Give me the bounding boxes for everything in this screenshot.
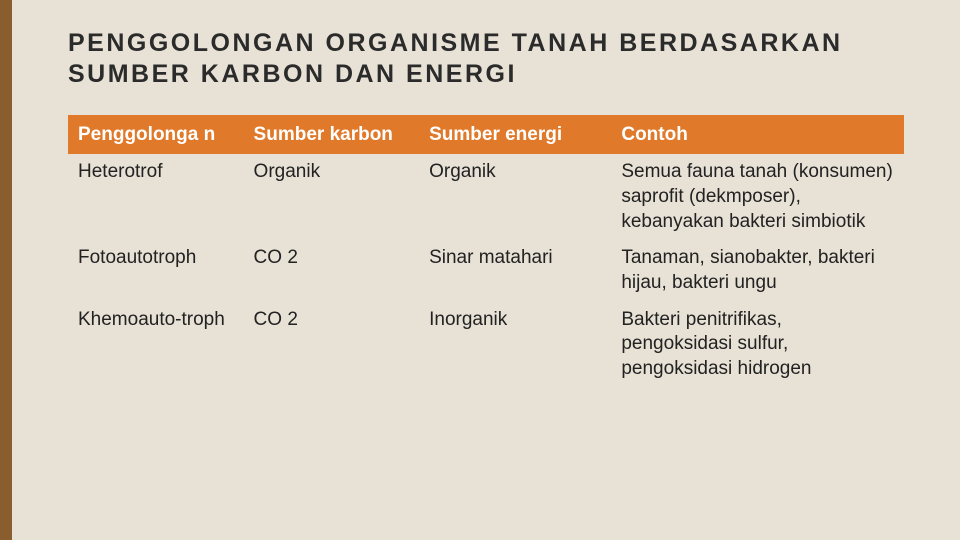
col-header-penggolongan: Penggolonga n — [68, 115, 244, 155]
cell-sumber-karbon: CO 2 — [244, 240, 420, 301]
classification-table: Penggolonga n Sumber karbon Sumber energ… — [68, 115, 904, 388]
table-row: Khemoauto-troph CO 2 Inorganik Bakteri p… — [68, 302, 904, 388]
table-row: Heterotrof Organik Organik Semua fauna t… — [68, 154, 904, 240]
cell-penggolongan: Fotoautotroph — [68, 240, 244, 301]
table-header-row: Penggolonga n Sumber karbon Sumber energ… — [68, 115, 904, 155]
cell-sumber-energi: Sinar matahari — [419, 240, 611, 301]
cell-contoh: Semua fauna tanah (konsumen) saprofit (d… — [611, 154, 904, 240]
cell-sumber-energi: Inorganik — [419, 302, 611, 388]
col-header-sumber-energi: Sumber energi — [419, 115, 611, 155]
cell-penggolongan: Heterotrof — [68, 154, 244, 240]
cell-contoh: Tanaman, sianobakter, bakteri hijau, bak… — [611, 240, 904, 301]
slide-title: PENGGOLONGAN ORGANISME TANAH BERDASARKAN… — [68, 28, 904, 91]
cell-sumber-karbon: Organik — [244, 154, 420, 240]
col-header-contoh: Contoh — [611, 115, 904, 155]
cell-sumber-energi: Organik — [419, 154, 611, 240]
cell-sumber-karbon: CO 2 — [244, 302, 420, 388]
cell-penggolongan: Khemoauto-troph — [68, 302, 244, 388]
table-row: Fotoautotroph CO 2 Sinar matahari Tanama… — [68, 240, 904, 301]
cell-contoh: Bakteri penitrifikas, pengoksidasi sulfu… — [611, 302, 904, 388]
col-header-sumber-karbon: Sumber karbon — [244, 115, 420, 155]
